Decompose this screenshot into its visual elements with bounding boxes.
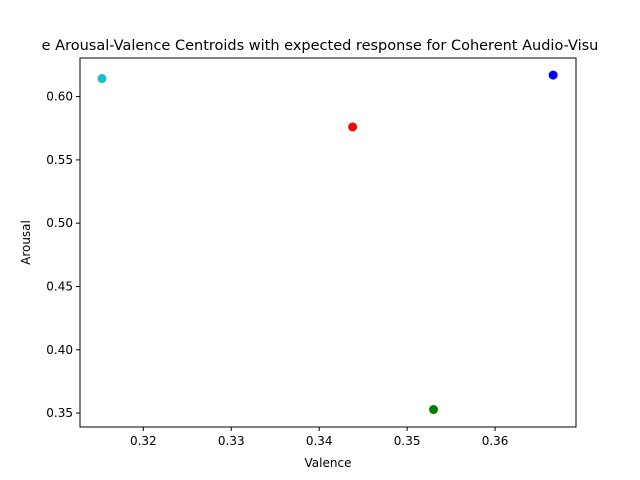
data-point bbox=[348, 122, 358, 132]
chart-title: e Arousal-Valence Centroids with expecte… bbox=[42, 38, 599, 54]
x-tick-label: 0.33 bbox=[218, 434, 245, 448]
y-axis: 0.35 0.40 0.45 0.50 0.55 0.60 bbox=[46, 90, 80, 420]
x-tick-label: 0.36 bbox=[482, 434, 509, 448]
data-point bbox=[548, 70, 558, 80]
x-axis-label: Valence bbox=[305, 456, 352, 470]
x-tick-label: 0.35 bbox=[394, 434, 421, 448]
x-tick-label: 0.32 bbox=[130, 434, 157, 448]
data-points bbox=[97, 70, 558, 415]
y-tick-label: 0.35 bbox=[46, 406, 73, 420]
y-tick-label: 0.55 bbox=[46, 153, 73, 167]
data-point bbox=[97, 74, 107, 84]
plot-area bbox=[79, 57, 577, 428]
x-tick-label: 0.34 bbox=[306, 434, 333, 448]
data-point bbox=[429, 405, 439, 415]
x-axis: 0.32 0.33 0.34 0.35 0.36 bbox=[130, 427, 508, 448]
y-tick-label: 0.50 bbox=[46, 216, 73, 230]
y-tick-label: 0.60 bbox=[46, 90, 73, 104]
y-tick-label: 0.45 bbox=[46, 279, 73, 293]
y-tick-label: 0.40 bbox=[46, 343, 73, 357]
y-axis-label: Arousal bbox=[19, 220, 33, 265]
